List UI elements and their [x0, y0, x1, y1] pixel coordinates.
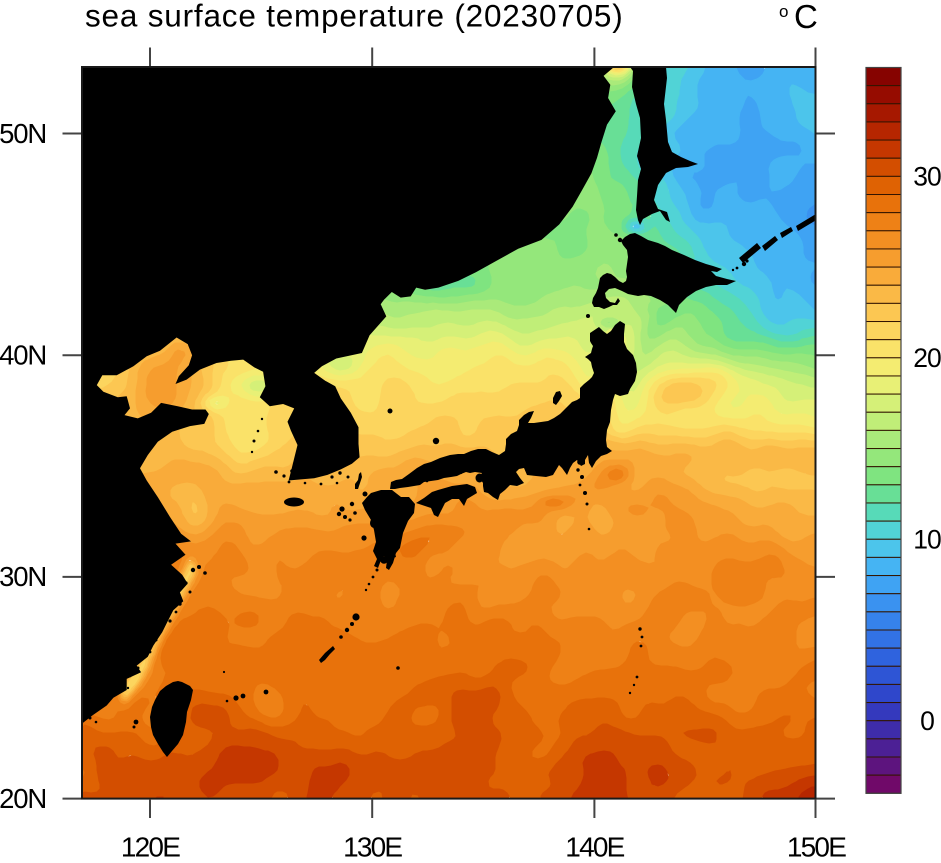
svg-text:50N: 50N	[0, 118, 46, 149]
svg-text:30N: 30N	[0, 561, 46, 592]
svg-text:20N: 20N	[0, 783, 46, 814]
svg-text:C: C	[794, 0, 818, 35]
svg-text:140E: 140E	[565, 832, 624, 859]
svg-text:20: 20	[913, 343, 941, 373]
svg-text:150E: 150E	[787, 832, 846, 859]
svg-text:40N: 40N	[0, 340, 46, 371]
svg-text:130E: 130E	[343, 832, 402, 859]
svg-text:10: 10	[913, 525, 941, 555]
svg-text:30: 30	[913, 162, 941, 192]
svg-text:sea surface temperature (20230: sea surface temperature (20230705)	[85, 0, 624, 34]
svg-text:o: o	[779, 2, 788, 21]
svg-text:0: 0	[920, 706, 934, 736]
svg-text:120E: 120E	[121, 832, 180, 859]
